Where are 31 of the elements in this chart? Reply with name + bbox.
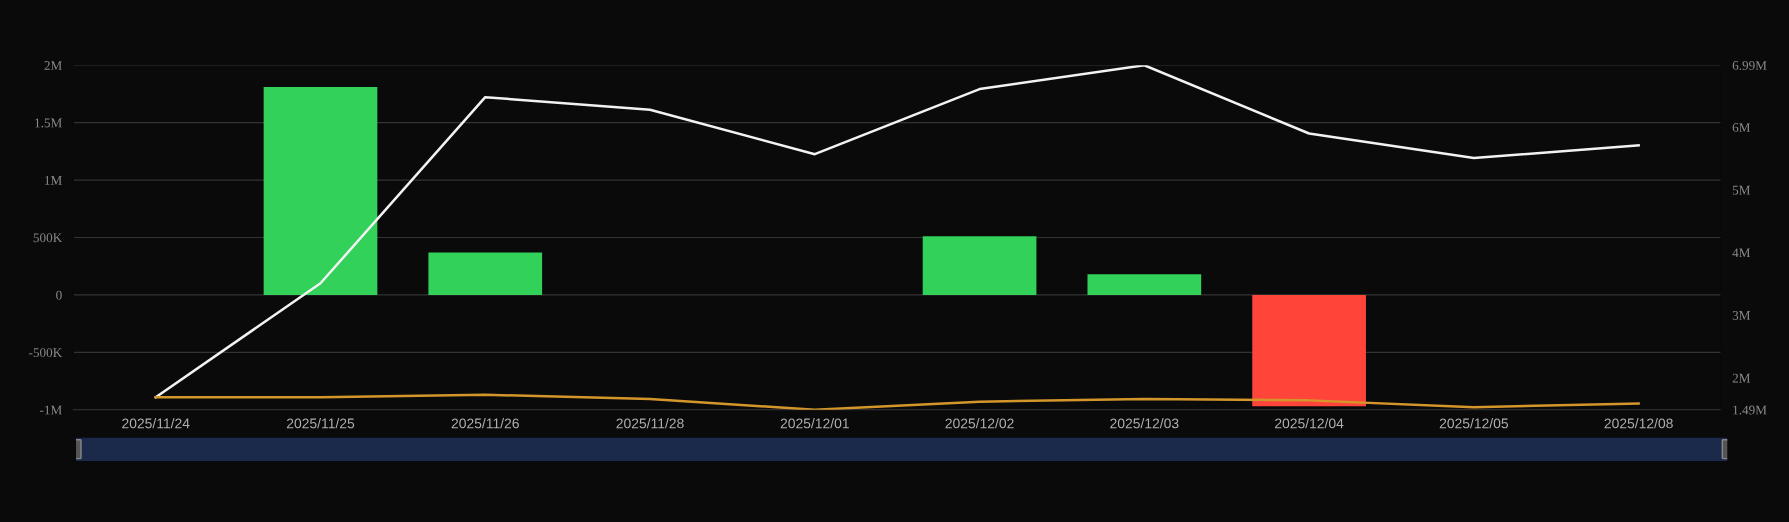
x-tick-label: 2025/12/05 bbox=[1439, 418, 1509, 429]
y2-tick-label: 1.49M bbox=[1733, 405, 1767, 415]
bar bbox=[922, 236, 1037, 295]
x-tick-label: 2025/11/26 bbox=[451, 418, 519, 429]
x-tick-label: 2025/12/03 bbox=[1110, 418, 1179, 429]
y-tick-label: -500K bbox=[29, 348, 63, 358]
y2-tick-label: 3M bbox=[1732, 311, 1751, 320]
x-tick-label: 2025/12/08 bbox=[1604, 418, 1673, 429]
y-tick-label: 0 bbox=[56, 290, 62, 300]
y-tick-label: 2M bbox=[44, 61, 62, 70]
y-tick-label: -1M bbox=[40, 405, 62, 415]
x-tick-label: 2025/11/28 bbox=[616, 418, 684, 429]
x-tick-label: 2025/11/25 bbox=[286, 418, 355, 429]
y-tick-label: 1.5M bbox=[35, 118, 62, 128]
line-series bbox=[154, 65, 1640, 399]
y2-tick-label: 6M bbox=[1732, 123, 1751, 132]
bar bbox=[1252, 294, 1366, 407]
bar bbox=[263, 87, 378, 295]
x-tick-label: 2025/12/01 bbox=[780, 418, 849, 429]
y-tick-label: 500K bbox=[33, 233, 63, 243]
x-tick-label: 2025/11/24 bbox=[122, 418, 190, 429]
line-series bbox=[154, 393, 1640, 410]
y2-tick-label: 5M bbox=[1732, 185, 1751, 195]
y2-tick-label: 2M bbox=[1732, 373, 1751, 383]
y2-tick-label: 6.99M bbox=[1732, 61, 1767, 71]
y2-tick-label: 4M bbox=[1732, 248, 1751, 258]
x-tick-label: 2025/12/04 bbox=[1275, 418, 1344, 429]
bar bbox=[428, 252, 543, 295]
x-tick-label: 2025/12/02 bbox=[945, 418, 1014, 429]
y-tick-label: 1M bbox=[45, 175, 62, 185]
bar bbox=[1087, 274, 1202, 295]
